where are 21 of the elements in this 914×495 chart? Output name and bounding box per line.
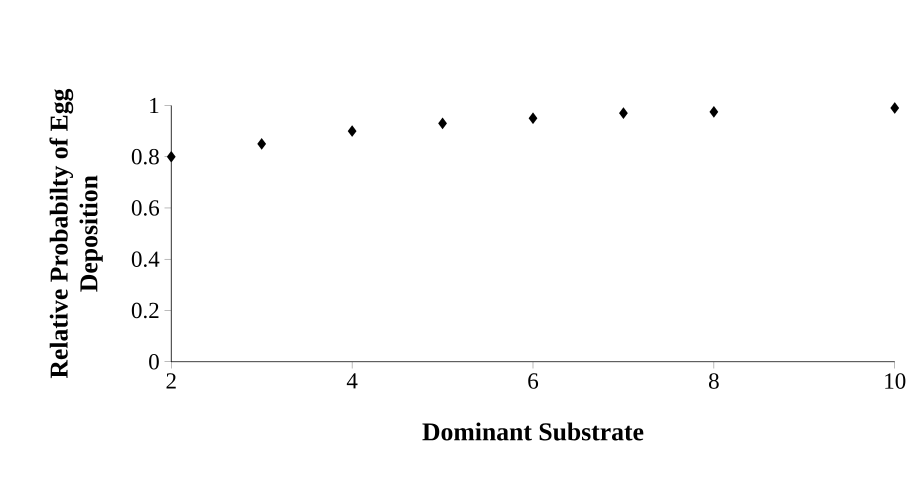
y-tick-label: 0.4 (132, 252, 160, 268)
x-axis-title: Dominant Substrate (422, 422, 644, 441)
y-tick-label: 0.2 (132, 302, 158, 319)
y-tick-label: 1 (150, 98, 158, 114)
x-tick-label: 10 (885, 374, 906, 390)
point (348, 126, 356, 137)
x-tick-label: 2 (166, 374, 176, 389)
x-tick-label: 4 (346, 374, 358, 389)
point (166, 151, 176, 163)
point (619, 108, 628, 120)
point (438, 118, 447, 130)
y-tick-label: 0.8 (132, 149, 159, 165)
point (890, 102, 900, 114)
x-tick-label: 6 (528, 374, 538, 389)
point (257, 138, 266, 150)
point (710, 106, 718, 118)
point (528, 112, 538, 124)
y-tick-label: 0 (149, 354, 159, 370)
y-axis-title: Relative Probabilty of Egg Deposition (49, 89, 103, 378)
y-tick-label: 0.6 (132, 200, 160, 216)
x-tick-label: 8 (708, 374, 719, 390)
